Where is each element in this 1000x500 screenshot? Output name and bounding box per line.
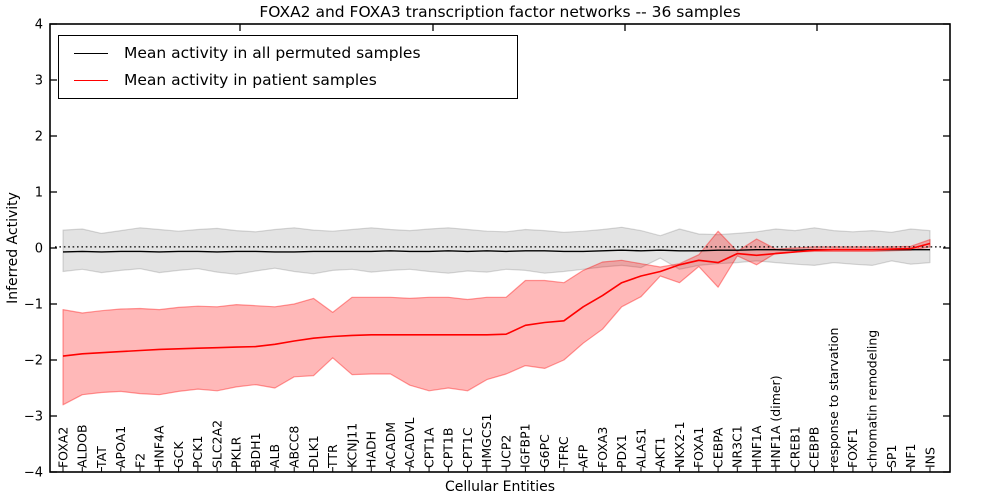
x-tick-label: TAT — [94, 446, 109, 469]
x-tick-label: TTR — [325, 444, 340, 469]
x-tick-label: IGFBP1 — [518, 423, 533, 468]
x-tick-label: FOXA2 — [55, 427, 70, 468]
x-tick-label: CPT1B — [441, 428, 456, 468]
permuted-line-sample — [74, 52, 108, 54]
x-tick-label: INS — [922, 447, 937, 468]
x-tick-label: HMGCS1 — [479, 414, 494, 468]
y-tick-label: 2 — [35, 130, 43, 145]
x-tick-label: G6PC — [537, 434, 552, 468]
x-tick-label: CREB1 — [787, 426, 802, 468]
x-tick-label: SLC2A2 — [209, 420, 224, 468]
y-tick-label: 1 — [35, 186, 43, 201]
x-tick-label: ABCC8 — [287, 426, 302, 468]
x-tick-label: HADH — [364, 431, 379, 468]
x-tick-label: PKLR — [229, 436, 244, 468]
permuted-mean-line — [62, 248, 930, 253]
x-tick-label: NR3C1 — [730, 425, 745, 468]
x-tick-label: ALDOB — [75, 424, 90, 468]
x-tick-label: ALB — [267, 444, 282, 468]
x-tick-label: CPT1C — [460, 427, 475, 468]
patient-mean-line — [62, 242, 931, 357]
legend-item-permuted: Mean activity in all permuted samples — [59, 43, 421, 63]
y-tick-label: −4 — [24, 466, 43, 481]
x-tick-label: CPT1A — [421, 427, 436, 468]
x-tick-label: ACADVL — [402, 417, 417, 468]
x-tick-label: AKT1 — [653, 437, 668, 468]
y-tick-label: 4 — [35, 18, 43, 33]
y-axis-label: Inferred Activity — [5, 192, 21, 304]
y-tick-label: −2 — [24, 354, 43, 369]
x-tick-label: BDH1 — [248, 432, 263, 468]
y-tick-label: 0 — [35, 242, 43, 257]
legend-label-patient: Mean activity in patient samples — [124, 71, 377, 89]
x-tick-label: chromatin remodeling — [865, 330, 880, 468]
x-tick-label: response to starvation — [826, 328, 841, 469]
x-axis-label: Cellular Entities — [444, 479, 556, 495]
x-tick-label: KCNJ11 — [344, 423, 359, 468]
x-tick-label: HNF1A — [749, 425, 764, 468]
x-tick-label: AFP — [576, 444, 591, 468]
x-tick-label: UCP2 — [498, 435, 513, 468]
y-tick-label: −3 — [24, 410, 43, 425]
chart-title: FOXA2 and FOXA3 transcription factor net… — [259, 3, 741, 21]
x-tick-label: SP1 — [884, 445, 899, 468]
x-tick-label: DLK1 — [306, 435, 321, 468]
x-tick-label: PCK1 — [190, 436, 205, 468]
x-tick-label: HNF4A — [152, 425, 167, 468]
x-tick-label: CEBPB — [807, 427, 822, 468]
legend-item-patient: Mean activity in patient samples — [59, 70, 377, 90]
x-tick-label: F2 — [132, 453, 147, 468]
x-tick-label: CEBPA — [710, 427, 725, 468]
legend: Mean activity in all permuted samples Me… — [58, 35, 518, 99]
legend-label-permuted: Mean activity in all permuted samples — [124, 44, 421, 62]
x-tick-label: ALAS1 — [633, 428, 648, 468]
x-tick-label: PDX1 — [614, 434, 629, 468]
y-tick-label: 3 — [35, 74, 43, 89]
x-tick-label: FOXF1 — [845, 428, 860, 468]
x-tick-label: NF1 — [903, 444, 918, 469]
x-tick-label: FOXA1 — [691, 427, 706, 468]
patient-line-sample — [74, 79, 108, 81]
x-tick-label: APOA1 — [113, 426, 128, 468]
x-tick-label: ACADM — [383, 422, 398, 468]
y-tick-label: −1 — [24, 298, 43, 313]
x-tick-label: GCK — [171, 441, 186, 468]
x-tick-label: TFRC — [556, 436, 571, 469]
patient-confidence-band — [62, 230, 931, 406]
x-tick-label: HNF1A (dimer) — [768, 375, 783, 468]
x-tick-label: NKX2-1 — [672, 421, 687, 468]
x-tick-label: FOXA3 — [595, 427, 610, 468]
